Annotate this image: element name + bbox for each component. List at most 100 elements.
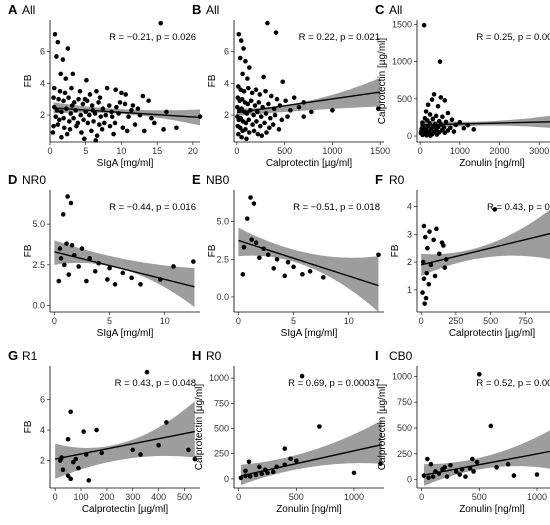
data-point bbox=[146, 98, 151, 104]
data-point bbox=[111, 131, 116, 137]
x-tick-label: 10 bbox=[160, 316, 170, 326]
data-point bbox=[164, 420, 169, 425]
data-point bbox=[123, 92, 129, 97]
x-tick-label: 250 bbox=[448, 316, 463, 326]
data-point bbox=[107, 265, 112, 271]
data-point bbox=[64, 241, 69, 246]
data-point bbox=[77, 88, 83, 94]
x-tick-label: 3000 bbox=[529, 146, 549, 156]
data-point bbox=[285, 114, 290, 119]
data-point bbox=[330, 108, 335, 113]
data-point bbox=[257, 255, 262, 261]
data-point bbox=[246, 117, 252, 123]
data-point bbox=[241, 88, 247, 94]
panel-a: A All 0 5 10 15 20 2 4 6 SIgA [mg/ml] FB R = −0.21, … bbox=[8, 2, 203, 169]
data-point bbox=[138, 282, 143, 287]
correlation-annotation: R = 0.25, p = 0.0085 bbox=[476, 32, 550, 43]
y-tick-label: 500 bbox=[214, 424, 229, 434]
data-point bbox=[296, 104, 302, 110]
data-point bbox=[238, 115, 243, 121]
data-point bbox=[247, 108, 253, 113]
panel-letter: A bbox=[8, 2, 18, 17]
data-point bbox=[262, 120, 267, 126]
data-point bbox=[68, 111, 74, 116]
data-point bbox=[288, 108, 293, 113]
data-point bbox=[141, 128, 147, 134]
data-point bbox=[270, 469, 276, 475]
data-point bbox=[65, 194, 70, 199]
data-point bbox=[434, 226, 439, 232]
y-tick-label: 5.0 bbox=[32, 219, 45, 229]
x-tick-label: 300 bbox=[125, 492, 140, 502]
x-tick-label: 100 bbox=[74, 492, 89, 502]
panel-letter: C bbox=[375, 2, 385, 17]
data-point bbox=[421, 276, 427, 282]
x-axis-label: SIgA [mg/ml] bbox=[281, 328, 338, 339]
panel-d: D NR0 0 5 10 0.0 2.5 5.0 SIgA [mg/ml] FB R = −0.44… bbox=[8, 172, 200, 339]
y-tick-label: 250 bbox=[214, 449, 229, 459]
y-tick-label: 0.0 bbox=[32, 300, 45, 310]
data-point bbox=[299, 373, 305, 379]
data-point bbox=[257, 464, 262, 470]
data-point bbox=[307, 269, 313, 274]
x-tick-label: 0 bbox=[419, 492, 424, 502]
x-axis-label: Calprotectin [µg/ml] bbox=[449, 328, 536, 339]
data-point bbox=[253, 472, 259, 478]
data-point bbox=[66, 95, 71, 100]
panel-title: All bbox=[22, 3, 35, 17]
data-point bbox=[477, 371, 482, 377]
data-point bbox=[250, 122, 255, 127]
y-tick-label: 4 bbox=[40, 78, 45, 88]
data-point bbox=[104, 85, 110, 91]
data-point bbox=[264, 130, 269, 135]
confidence-band bbox=[420, 115, 550, 130]
x-axis-label: Calprotectin [µg/ml] bbox=[266, 158, 353, 169]
regression-line bbox=[420, 121, 550, 126]
y-tick-label: 5.0 bbox=[216, 217, 229, 227]
data-point bbox=[130, 447, 136, 453]
data-point bbox=[164, 109, 169, 115]
data-point bbox=[109, 114, 115, 119]
panel-letter: B bbox=[192, 2, 201, 17]
x-tick-label: 400 bbox=[151, 492, 166, 502]
x-tick-label: 5 bbox=[291, 316, 296, 326]
y-tick-label: 2.5 bbox=[216, 254, 229, 264]
data-point bbox=[61, 98, 66, 104]
data-point bbox=[85, 120, 91, 126]
data-point bbox=[130, 103, 136, 108]
data-point bbox=[236, 31, 242, 37]
data-point bbox=[424, 270, 430, 276]
data-point bbox=[243, 468, 248, 474]
data-point bbox=[161, 127, 166, 132]
data-point bbox=[81, 429, 86, 434]
x-tick-label: 750 bbox=[518, 316, 533, 326]
data-point bbox=[274, 464, 279, 470]
data-point bbox=[351, 470, 357, 476]
data-point bbox=[60, 212, 66, 217]
y-axis-label: FB bbox=[23, 244, 34, 257]
data-point bbox=[492, 207, 498, 212]
x-tick-label: 1500 bbox=[370, 146, 390, 156]
correlation-annotation: R = 0.43, p = 0.048 bbox=[115, 378, 196, 389]
data-point bbox=[258, 114, 264, 119]
data-point bbox=[438, 95, 444, 100]
data-point bbox=[81, 136, 87, 142]
data-point bbox=[442, 98, 448, 103]
data-point bbox=[63, 76, 69, 81]
data-point bbox=[435, 103, 441, 109]
x-tick-label: 500 bbox=[483, 316, 498, 326]
y-tick-label: 4 bbox=[224, 78, 229, 88]
data-point bbox=[86, 112, 92, 118]
y-axis-label: FB bbox=[23, 420, 34, 433]
y-tick-label: 1500 bbox=[392, 19, 412, 29]
data-point bbox=[83, 109, 89, 115]
data-point bbox=[421, 223, 427, 229]
y-tick-label: 1000 bbox=[392, 371, 412, 381]
data-point bbox=[76, 264, 81, 269]
data-point bbox=[251, 201, 257, 206]
data-point bbox=[97, 95, 103, 100]
data-point bbox=[277, 103, 283, 108]
data-point bbox=[248, 195, 253, 200]
data-point bbox=[79, 130, 84, 135]
